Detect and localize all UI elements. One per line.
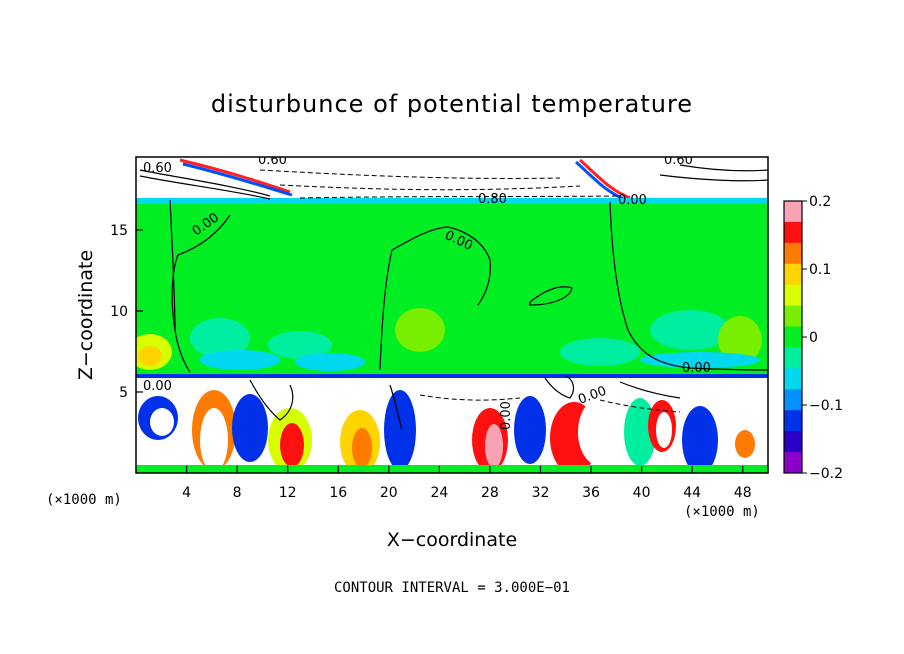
contour-label: 0.60 [664, 153, 693, 168]
x-tick-label: 16 [329, 485, 347, 501]
y-axis: 5 10 15 [110, 223, 143, 401]
tropopause-band [136, 198, 768, 204]
x-tick-label: 20 [380, 485, 398, 501]
contour-label: 0.00 [682, 361, 711, 376]
plot-frame [135, 156, 769, 474]
colorbar-swatch [784, 242, 802, 265]
upper-edge-blue-2 [574, 160, 627, 202]
colorbar-tick-label: −0.1 [809, 398, 843, 414]
y-tick-label: 10 [110, 304, 128, 320]
colorbar-tick-label: −0.2 [809, 466, 843, 482]
colorbar-swatch [784, 410, 802, 432]
x-tick-label: 40 [633, 485, 651, 501]
x-axis: 4 8 12 16 20 24 28 32 36 40 44 48 [182, 466, 752, 501]
y-tick-label: 15 [110, 223, 128, 239]
plot-area: 0.60 0.60 0.60 0.80 0.00 0.00 0.00 0.00 … [136, 153, 768, 473]
lower-turbulence [136, 377, 768, 473]
mid-patches [136, 308, 762, 371]
inversion-band [136, 374, 768, 378]
upper-edge-red-2 [578, 158, 631, 200]
colorbar-swatch [784, 389, 802, 411]
colorbar-tick-label: 0.1 [809, 262, 831, 278]
upper-edge-red [179, 158, 291, 194]
contour-label: 0.00 [618, 193, 647, 208]
contour-label: 0.60 [143, 161, 172, 176]
y-axis-label: Z−coordinate [75, 250, 97, 380]
colorbar-swatch [784, 431, 802, 453]
x-tick-label: 28 [481, 485, 499, 501]
colorbar-swatch [784, 347, 802, 369]
colorbar-swatch [784, 201, 802, 223]
contour-interval-note: CONTOUR INTERVAL = 3.000E−01 [334, 580, 570, 596]
colorbar-tick-label: 0.2 [809, 194, 831, 210]
colorbar-swatch [784, 368, 802, 390]
x-tick-label: 36 [582, 485, 600, 501]
colorbar-swatch [784, 263, 802, 286]
x-tick-label: 4 [182, 485, 191, 501]
x-tick-label: 48 [734, 485, 752, 501]
colorbar: 0.2 0.1 0 −0.1 −0.2 [783, 194, 843, 482]
dashed-contours [259, 169, 681, 413]
chart-title: disturbunce of potential temperature [211, 90, 693, 118]
contour-label: 0.80 [478, 192, 507, 207]
contour-label: 0.00 [499, 401, 514, 430]
upper-edge-blue [182, 162, 293, 197]
contour-label: 0.60 [258, 153, 287, 168]
colorbar-swatch [784, 452, 802, 474]
colorbar-swatch [784, 221, 802, 244]
contour-lines [139, 164, 768, 431]
colorbar-tick-label: 0 [809, 330, 818, 346]
colorbar-swatch [784, 284, 802, 307]
x-tick-label: 32 [532, 485, 550, 501]
contour-label: 0.00 [143, 379, 172, 394]
y-tick-label: 5 [119, 385, 128, 401]
x-unit-right: (×1000 m) [684, 504, 760, 520]
colorbar-swatch [784, 326, 802, 348]
x-tick-label: 8 [233, 485, 242, 501]
x-tick-label: 24 [430, 485, 448, 501]
x-axis-label: X−coordinate [387, 529, 517, 551]
x-unit-left: (×1000 m) [46, 492, 122, 508]
colorbar-swatch [784, 305, 802, 328]
x-tick-label: 44 [683, 485, 701, 501]
x-tick-label: 12 [279, 485, 297, 501]
